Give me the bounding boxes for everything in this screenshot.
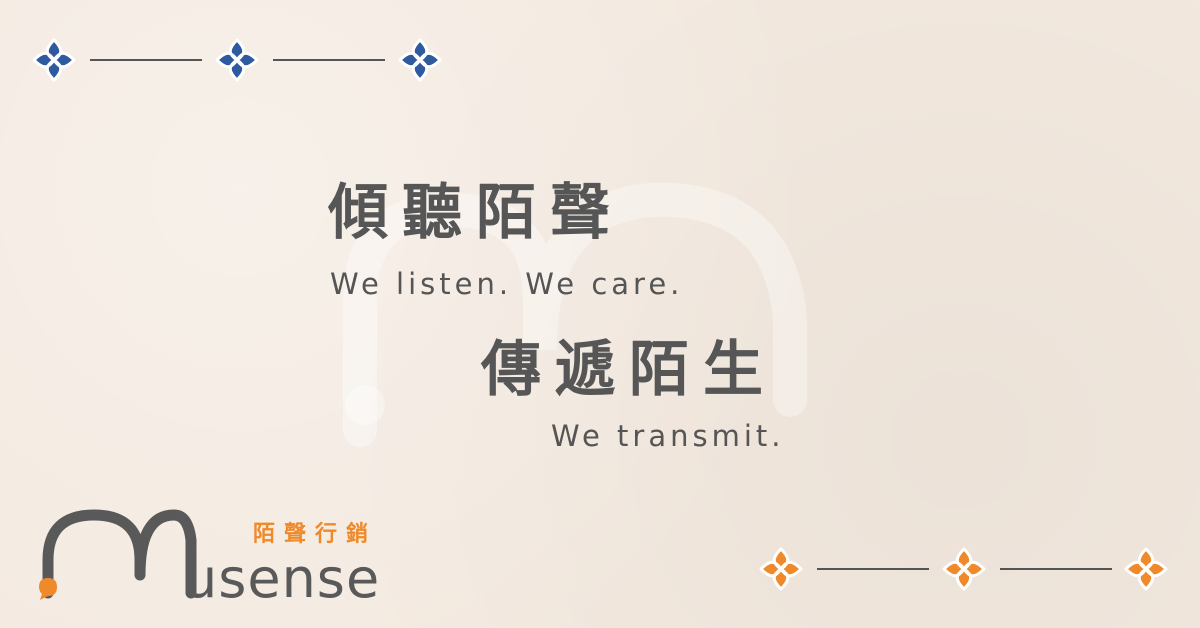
four-petal-flower-icon: [942, 547, 986, 591]
subline-transmit: We transmit.: [551, 419, 785, 453]
logo-wordmark: usense: [183, 547, 381, 610]
logo-chinese-name: 陌聲行銷: [253, 522, 378, 547]
four-petal-flower-icon: [215, 38, 259, 82]
four-petal-flower-icon: [1124, 547, 1168, 591]
four-petal-flower-icon: [32, 38, 76, 82]
top-ornament-row: [30, 38, 450, 82]
four-petal-flower-icon: [398, 38, 442, 82]
musense-logo: 陌聲行銷 usense: [36, 505, 416, 610]
musense-arch-logo: [39, 509, 197, 600]
subline-listen: We listen. We care.: [330, 267, 684, 301]
headline-transmit: 傳遞陌生: [481, 335, 777, 405]
four-petal-flower-icon: [759, 547, 803, 591]
bottom-ornament-row: [755, 547, 1175, 591]
headline-listen: 傾聽陌聲: [328, 178, 624, 248]
